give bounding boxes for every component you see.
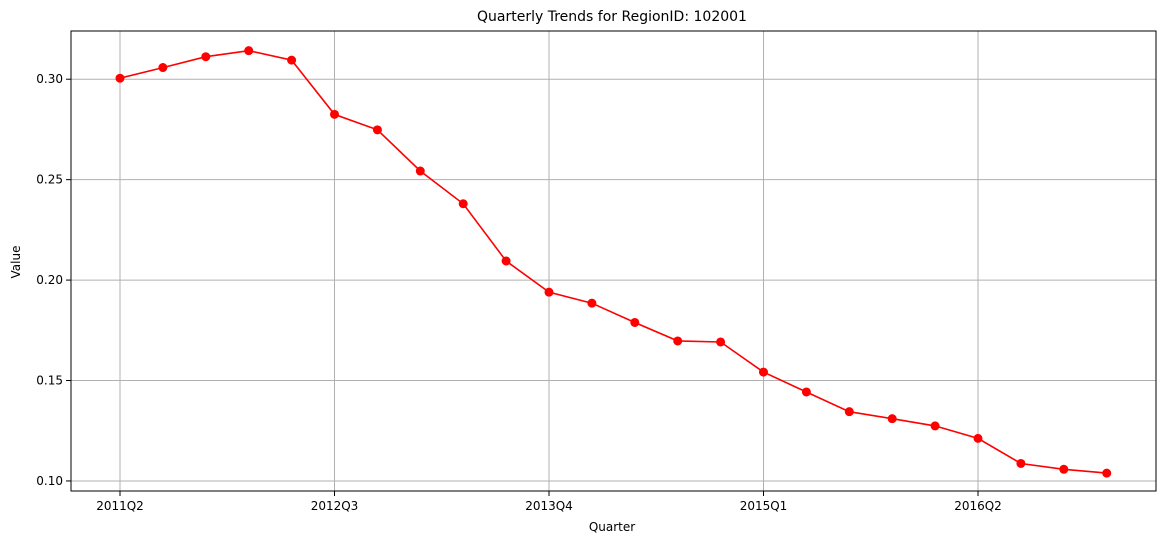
data-point	[501, 256, 511, 266]
data-point	[1016, 458, 1026, 468]
x-tick-label: 2013Q4	[525, 499, 573, 513]
y-tick-label: 0.15	[36, 374, 63, 388]
chart-title: Quarterly Trends for RegionID: 102001	[477, 9, 747, 25]
data-point	[287, 55, 297, 65]
data-point	[716, 337, 726, 347]
y-tick-label: 0.25	[36, 173, 63, 187]
data-point	[372, 125, 382, 135]
series-layer	[115, 46, 1112, 478]
x-tick-label: 2011Q2	[96, 499, 144, 513]
y-tick-label: 0.20	[36, 273, 63, 287]
x-tick-label: 2012Q3	[311, 499, 359, 513]
x-tick-label: 2016Q2	[954, 499, 1002, 513]
data-point	[887, 414, 897, 424]
data-point	[201, 52, 211, 62]
x-axis-label: Quarter	[589, 520, 635, 534]
data-point	[158, 63, 168, 73]
data-point	[415, 166, 425, 176]
data-point	[587, 298, 597, 308]
data-point	[930, 421, 940, 431]
data-point	[630, 317, 640, 327]
data-point	[1102, 468, 1112, 478]
grid-layer	[71, 31, 1156, 491]
x-tick-label: 2015Q1	[740, 499, 788, 513]
plot-frame	[70, 30, 1157, 492]
axis-layer: 2011Q2 2012Q3 2013Q4 2015Q1 2016Q2 0.10 0.15 0.…	[36, 30, 1157, 513]
data-point	[458, 199, 468, 209]
data-point	[115, 73, 125, 83]
data-point	[844, 407, 854, 417]
data-point	[801, 387, 811, 397]
y-tick-label: 0.30	[36, 72, 63, 86]
data-point	[244, 46, 254, 56]
y-axis-label: Value	[9, 246, 23, 279]
data-point	[673, 336, 683, 346]
data-point	[544, 287, 554, 297]
series-line	[119, 49, 1107, 474]
data-point	[330, 109, 339, 119]
y-tick-label: 0.10	[36, 474, 63, 488]
data-point	[973, 433, 983, 443]
data-point	[759, 367, 768, 377]
data-point	[1059, 464, 1069, 474]
